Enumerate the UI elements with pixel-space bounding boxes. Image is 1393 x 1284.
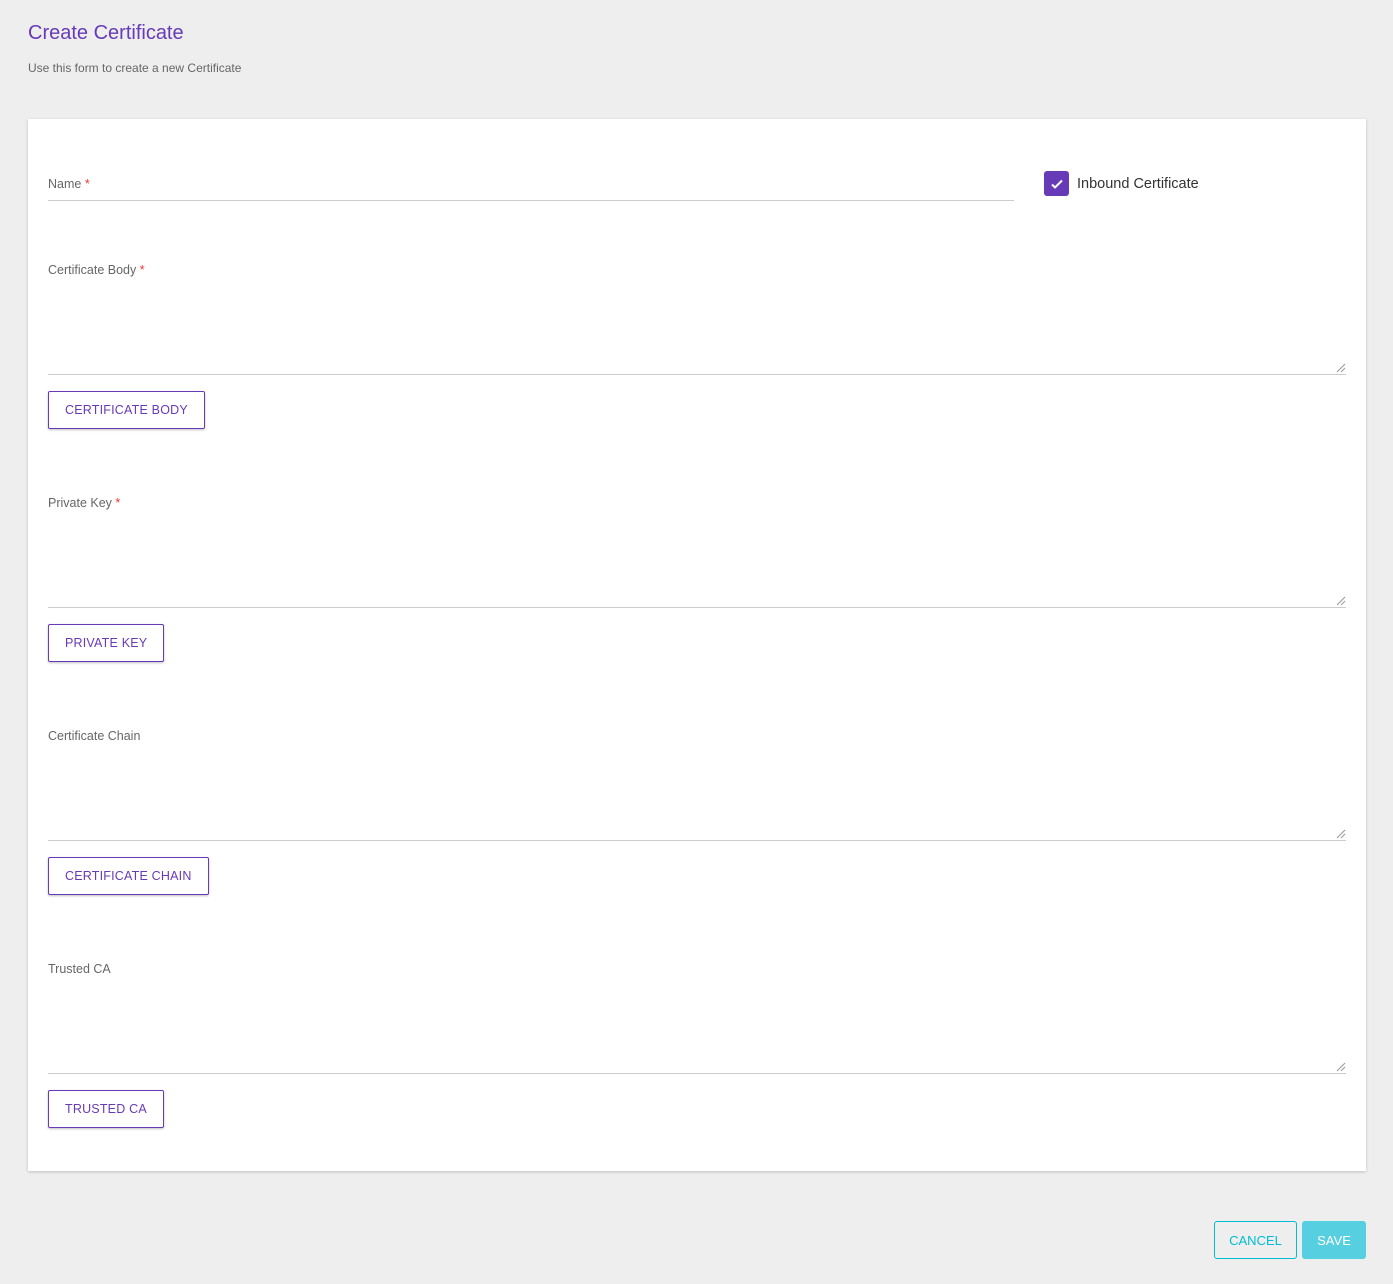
name-input[interactable]: Name * bbox=[48, 175, 1014, 201]
certificate-chain-upload-button[interactable]: CERTIFICATE CHAIN bbox=[48, 857, 209, 895]
page-title: Create Certificate bbox=[28, 22, 184, 44]
page-subtitle: Use this form to create a new Certificat… bbox=[28, 61, 242, 75]
save-button[interactable]: SAVE bbox=[1302, 1221, 1366, 1259]
name-label: Name * bbox=[48, 177, 90, 191]
certificate-form-card: Name * Inbound Certificate Certificate B… bbox=[28, 119, 1366, 1171]
certificate-body-label: Certificate Body * bbox=[48, 263, 145, 277]
inbound-certificate-checkbox[interactable]: Inbound Certificate bbox=[1044, 171, 1199, 196]
trusted-ca-upload-button[interactable]: TRUSTED CA bbox=[48, 1090, 164, 1128]
private-key-label: Private Key * bbox=[48, 496, 121, 510]
resize-handle-icon[interactable] bbox=[1334, 1060, 1346, 1072]
certificate-body-upload-button[interactable]: CERTIFICATE BODY bbox=[48, 391, 205, 429]
trusted-ca-section: Trusted CA TRUSTED CA bbox=[48, 944, 1346, 1128]
inbound-certificate-label: Inbound Certificate bbox=[1077, 175, 1199, 192]
resize-handle-icon[interactable] bbox=[1334, 594, 1346, 606]
cancel-button[interactable]: CANCEL bbox=[1214, 1221, 1297, 1259]
certificate-body-textarea[interactable]: Certificate Body * bbox=[48, 245, 1346, 375]
private-key-upload-button[interactable]: PRIVATE KEY bbox=[48, 624, 165, 662]
certificate-chain-section: Certificate Chain CERTIFICATE CHAIN bbox=[48, 711, 1346, 895]
trusted-ca-label: Trusted CA bbox=[48, 962, 111, 976]
trusted-ca-textarea[interactable]: Trusted CA bbox=[48, 944, 1346, 1074]
private-key-section: Private Key * PRIVATE KEY bbox=[48, 478, 1346, 662]
private-key-textarea[interactable]: Private Key * bbox=[48, 478, 1346, 608]
resize-handle-icon[interactable] bbox=[1334, 827, 1346, 839]
certificate-chain-textarea[interactable]: Certificate Chain bbox=[48, 711, 1346, 841]
certificate-chain-label: Certificate Chain bbox=[48, 729, 141, 743]
check-icon bbox=[1044, 171, 1069, 196]
resize-handle-icon[interactable] bbox=[1334, 361, 1346, 373]
certificate-body-section: Certificate Body * CERTIFICATE BODY bbox=[48, 245, 1346, 429]
